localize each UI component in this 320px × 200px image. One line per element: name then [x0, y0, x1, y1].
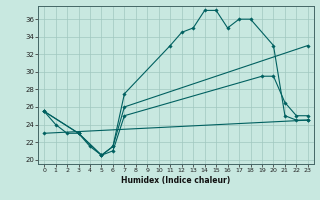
- X-axis label: Humidex (Indice chaleur): Humidex (Indice chaleur): [121, 176, 231, 185]
